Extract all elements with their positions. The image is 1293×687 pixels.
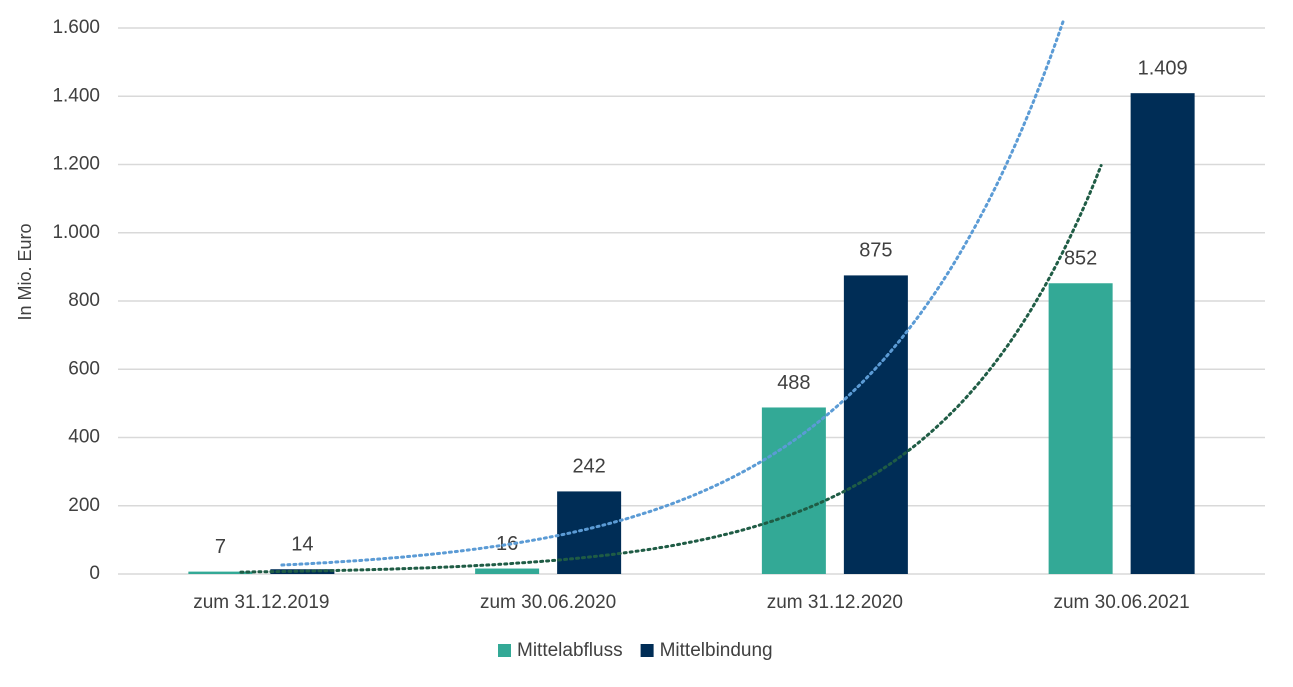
y-axis-label: In Mio. Euro — [15, 223, 35, 320]
legend-label: Mittelabfluss — [517, 640, 623, 661]
data-label: 875 — [859, 240, 892, 262]
y-tick-label: 400 — [68, 427, 100, 448]
legend-label: Mittelbindung — [660, 640, 773, 661]
bar — [188, 571, 253, 574]
trend-line — [280, 20, 1066, 567]
data-label: 242 — [572, 456, 605, 478]
x-tick-label: zum 31.12.2020 — [767, 592, 903, 613]
bar — [843, 275, 908, 574]
bar — [475, 568, 540, 574]
x-tick-label: zum 31.12.2019 — [193, 592, 329, 613]
data-label: 16 — [496, 533, 518, 555]
bar — [1048, 283, 1113, 574]
trend-line — [239, 164, 1103, 574]
data-label: 852 — [1064, 248, 1097, 270]
legend-swatch — [498, 644, 511, 657]
y-tick-label: 0 — [89, 563, 100, 584]
y-tick-label: 800 — [68, 290, 100, 311]
data-label: 14 — [291, 534, 313, 556]
y-tick-label: 1.600 — [52, 17, 100, 38]
legend-swatch — [640, 644, 654, 657]
data-label: 488 — [777, 372, 810, 394]
y-tick-label: 600 — [68, 358, 100, 379]
y-tick-label: 1.400 — [52, 85, 100, 106]
trend-lines — [239, 20, 1103, 574]
x-tick-label: zum 30.06.2020 — [480, 592, 616, 613]
x-tick-label: zum 30.06.2021 — [1053, 592, 1189, 613]
bar — [1130, 93, 1195, 575]
y-tick-label: 200 — [68, 495, 100, 516]
data-label: 1.409 — [1138, 57, 1188, 79]
data-label: 7 — [215, 536, 226, 558]
bar — [761, 407, 826, 574]
y-tick-label: 1.000 — [52, 222, 100, 243]
y-tick-label: 1.200 — [52, 154, 100, 175]
